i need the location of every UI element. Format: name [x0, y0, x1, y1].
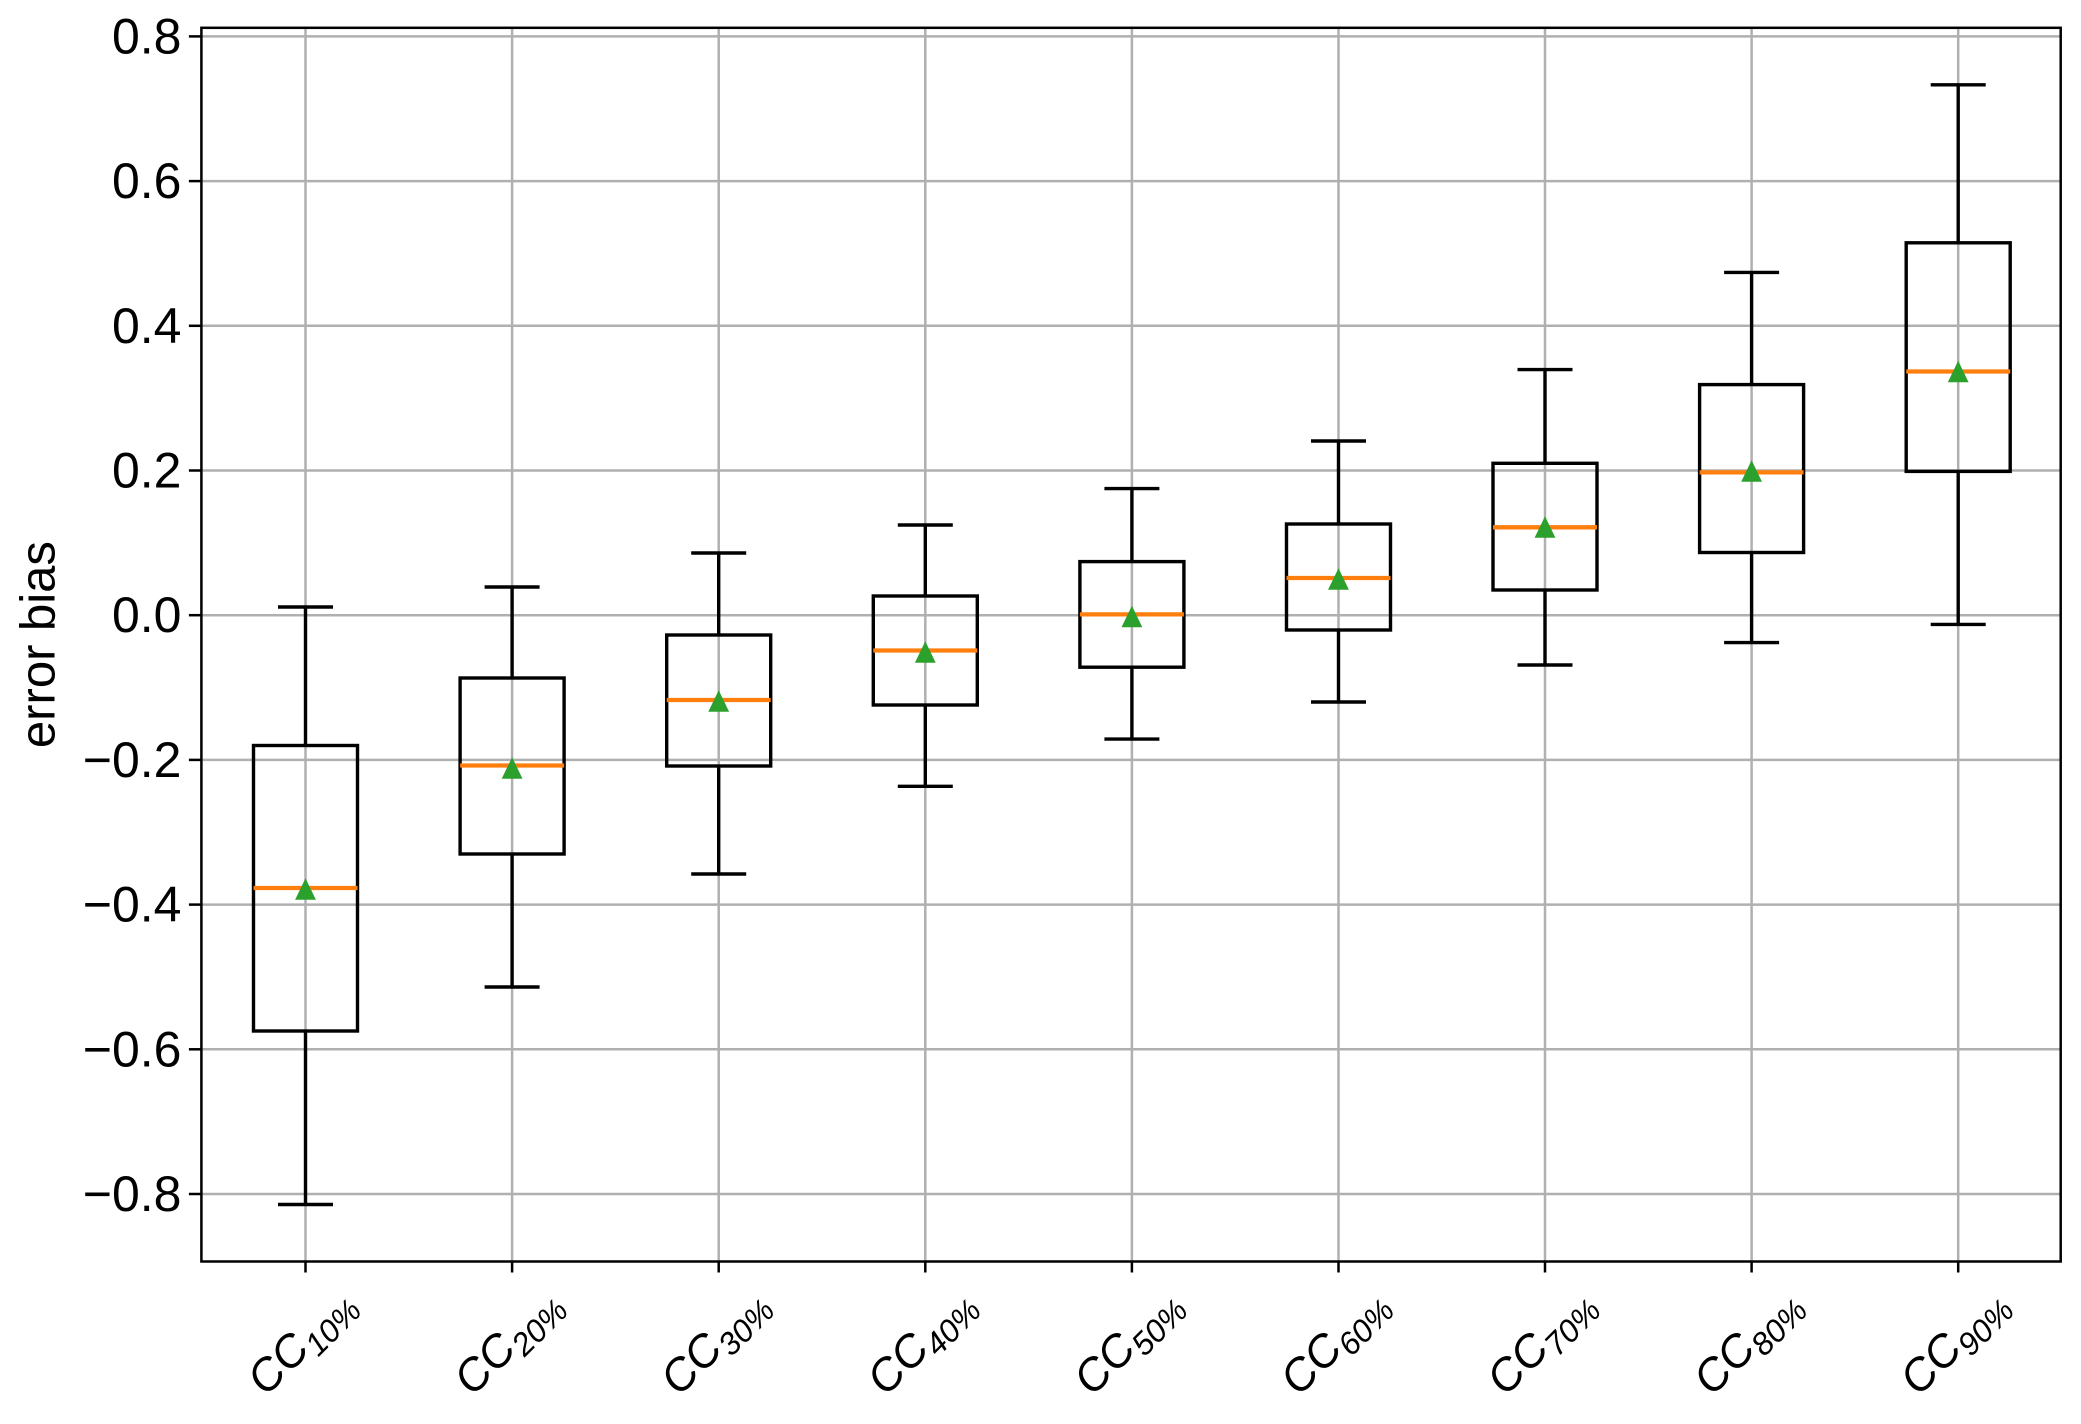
svg-text:0.0: 0.0 [112, 587, 182, 643]
svg-text:0.4: 0.4 [112, 298, 182, 354]
svg-text:−0.4: −0.4 [83, 877, 182, 933]
svg-text:0.2: 0.2 [112, 443, 182, 499]
svg-text:error bias: error bias [11, 541, 65, 748]
svg-text:−0.8: −0.8 [83, 1166, 182, 1222]
svg-text:0.8: 0.8 [112, 8, 182, 64]
svg-text:0.6: 0.6 [112, 153, 182, 209]
svg-text:−0.6: −0.6 [83, 1021, 182, 1077]
svg-text:−0.2: −0.2 [83, 732, 182, 788]
